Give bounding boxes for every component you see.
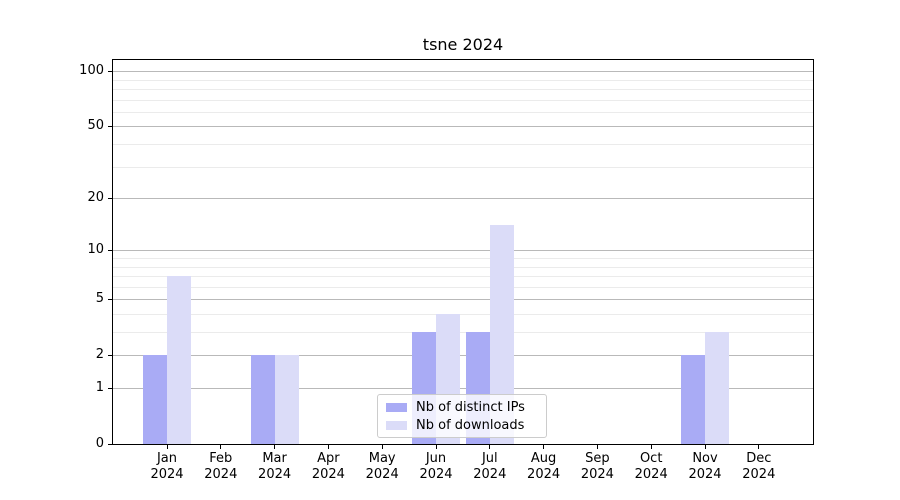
x-tick-month: Sep	[585, 451, 610, 466]
x-tick-label-mar: Mar 2024	[246, 451, 304, 482]
x-tick-label-nov: Nov 2024	[676, 451, 734, 482]
x-tick-year: 2024	[742, 466, 776, 482]
minor-gridline-60	[113, 111, 813, 113]
y-tick-label-0: 0	[95, 436, 104, 451]
minor-gridline-90	[113, 79, 813, 81]
plot-area: Nb of distinct IPs Nb of downloads	[112, 59, 814, 445]
y-tick-0	[108, 444, 112, 445]
minor-gridline-6	[113, 286, 813, 288]
x-tick-year: 2024	[634, 466, 668, 482]
x-tick-year: 2024	[258, 466, 292, 482]
minor-gridline-30	[113, 166, 813, 168]
gridline-2	[113, 355, 813, 357]
x-tick-year: 2024	[473, 466, 507, 482]
bar-downloads-nov	[705, 332, 729, 444]
x-tick-month: Jun	[425, 451, 447, 466]
x-tick-month: Aug	[530, 451, 557, 466]
x-tick-label-jan: Jan 2024	[138, 451, 196, 482]
x-tick-feb	[220, 445, 222, 449]
legend-label-distinct-ips: Nb of distinct IPs	[416, 399, 525, 415]
y-tick-100	[108, 71, 112, 73]
x-tick-label-dec: Dec 2024	[730, 451, 788, 482]
x-tick-label-jul: Jul 2024	[461, 451, 519, 482]
x-tick-month: Nov	[692, 451, 718, 466]
y-tick-2	[108, 355, 112, 357]
bar-distinct-ips-mar	[250, 355, 275, 444]
y-tick-label-5: 5	[95, 291, 104, 307]
legend-swatch-distinct-ips	[386, 402, 407, 412]
chart-title: tsne 2024	[422, 35, 504, 54]
x-tick-jan	[166, 445, 168, 449]
x-tick-year: 2024	[204, 466, 238, 482]
minor-gridline-3	[113, 332, 813, 333]
x-tick-nov	[704, 445, 706, 449]
x-tick-oct	[650, 445, 652, 449]
x-tick-label-apr: Apr 2024	[299, 451, 357, 482]
legend-label-downloads: Nb of downloads	[416, 417, 525, 433]
x-tick-aug	[543, 445, 545, 449]
minor-gridline-9	[113, 257, 813, 259]
y-tick-50	[108, 126, 112, 128]
x-tick-month: Dec	[746, 451, 772, 466]
x-tick-year: 2024	[527, 466, 561, 482]
x-tick-year: 2024	[311, 466, 345, 482]
bar-downloads-jan	[167, 276, 191, 444]
x-tick-month: Jul	[481, 451, 498, 466]
gridline-1	[113, 388, 813, 389]
x-tick-apr	[327, 445, 329, 449]
x-tick-label-may: May 2024	[353, 451, 411, 482]
x-tick-month: Oct	[639, 451, 663, 466]
x-tick-may	[381, 445, 383, 449]
gridline-100	[113, 71, 813, 73]
y-tick-label-1: 1	[95, 380, 104, 395]
x-tick-year: 2024	[419, 466, 453, 482]
x-tick-label-feb: Feb 2024	[192, 451, 250, 482]
x-tick-label-jun: Jun 2024	[407, 451, 465, 482]
y-tick-label-10: 10	[87, 242, 104, 258]
x-tick-mar	[274, 445, 276, 449]
x-tick-label-sep: Sep 2024	[568, 451, 626, 482]
x-tick-sep	[596, 445, 598, 449]
x-tick-jun	[435, 445, 437, 449]
legend-item-downloads: Nb of downloads	[386, 418, 542, 433]
x-tick-month: May	[368, 451, 396, 466]
x-tick-month: Feb	[209, 451, 233, 466]
x-tick-year: 2024	[150, 466, 184, 482]
x-tick-year: 2024	[580, 466, 614, 482]
y-tick-label-20: 20	[87, 190, 104, 206]
legend-swatch-downloads	[386, 420, 407, 430]
minor-gridline-80	[113, 89, 813, 90]
gridline-5	[113, 299, 813, 301]
x-tick-year: 2024	[365, 466, 399, 482]
x-tick-month: Mar	[262, 451, 287, 466]
bar-downloads-mar	[274, 355, 299, 444]
minor-gridline-7	[113, 276, 813, 278]
minor-gridline-70	[113, 99, 813, 101]
minor-gridline-4	[113, 313, 813, 315]
y-tick-label-50: 50	[87, 118, 104, 134]
gridline-20	[113, 198, 813, 200]
x-tick-dec	[758, 445, 760, 449]
x-tick-label-oct: Oct 2024	[622, 451, 680, 482]
y-tick-1	[108, 388, 112, 389]
x-tick-label-aug: Aug 2024	[515, 451, 573, 482]
y-tick-20	[108, 198, 112, 200]
x-tick-month: Jan	[156, 451, 178, 466]
legend: Nb of distinct IPs Nb of downloads	[377, 394, 547, 438]
minor-gridline-8	[113, 266, 813, 268]
legend-item-distinct-ips: Nb of distinct IPs	[386, 400, 542, 415]
gridline-10	[113, 250, 813, 252]
y-tick-label-2: 2	[95, 347, 104, 363]
x-tick-month: Apr	[317, 451, 340, 466]
y-tick-5	[108, 299, 112, 301]
bar-distinct-ips-nov	[681, 355, 705, 444]
y-tick-label-100: 100	[79, 63, 104, 79]
gridline-50	[113, 126, 813, 128]
y-tick-10	[108, 250, 112, 252]
minor-gridline-40	[113, 144, 813, 145]
bar-distinct-ips-jan	[143, 355, 167, 444]
x-tick-year: 2024	[688, 466, 722, 482]
x-tick-jul	[489, 445, 491, 449]
